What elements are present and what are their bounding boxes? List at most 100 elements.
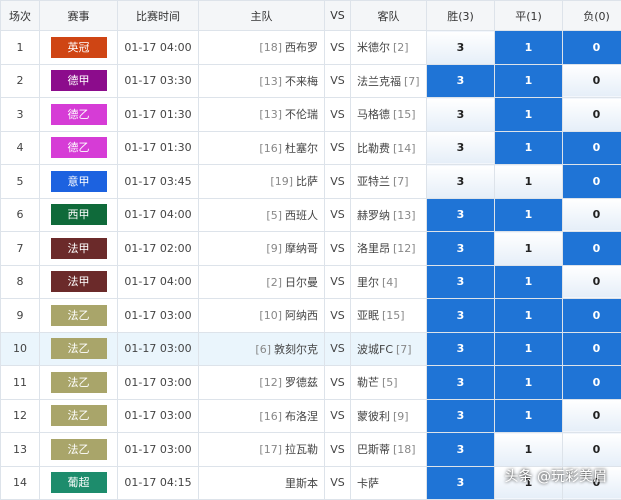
odds-option[interactable]: 1 [494, 63, 563, 98]
league-cell: 英冠 [39, 30, 118, 65]
odds-option[interactable]: 1 [494, 97, 563, 132]
away-name: 马格德 [357, 108, 390, 122]
odds-option[interactable]: 3 [426, 432, 495, 467]
home-team: [13] 不来梅 [198, 63, 325, 98]
league-cell: 法乙 [39, 398, 118, 433]
away-team: 亚特兰 [7] [350, 164, 427, 199]
league-badge: 德乙 [50, 103, 107, 125]
league-badge: 法乙 [50, 405, 107, 427]
odds-option[interactable]: 1 [494, 231, 563, 266]
league-badge: 法乙 [50, 304, 107, 326]
odds-option[interactable]: 0 [562, 63, 621, 98]
away-name: 亚眠 [357, 309, 379, 323]
league-cell: 葡超 [39, 465, 118, 500]
odds-option[interactable]: 3 [426, 465, 495, 500]
odds-option[interactable]: 3 [426, 365, 495, 400]
away-name: 波城FC [357, 342, 394, 356]
odds-option[interactable]: 0 [562, 30, 621, 65]
home-team: [5] 西班人 [198, 197, 325, 232]
column-header: 平(1) [494, 0, 563, 31]
home-team: [10] 阿纳西 [198, 298, 325, 333]
odds-option[interactable]: 0 [562, 398, 621, 433]
odds-option[interactable]: 3 [426, 97, 495, 132]
odds-option[interactable]: 1 [494, 331, 563, 366]
odds-option[interactable]: 1 [494, 398, 563, 433]
away-name: 法兰克福 [357, 74, 401, 88]
odds-option[interactable]: 3 [426, 130, 495, 165]
odds-option[interactable]: 3 [426, 164, 495, 199]
away-rank: [5] [382, 376, 398, 390]
home-rank: [18] [259, 41, 282, 55]
odds-option[interactable]: 1 [494, 365, 563, 400]
column-header: 负(0) [562, 0, 621, 31]
odds-option[interactable]: 1 [494, 298, 563, 333]
away-name: 巴斯蒂 [357, 443, 390, 457]
match-number: 10 [0, 331, 40, 366]
away-name: 勒芒 [357, 376, 379, 390]
away-rank: [15] [393, 108, 416, 122]
odds-option[interactable]: 1 [494, 130, 563, 165]
away-name: 蒙彼利 [357, 409, 390, 423]
match-time: 01-17 03:00 [117, 398, 199, 433]
away-team: 蒙彼利 [9] [350, 398, 427, 433]
odds-option[interactable]: 3 [426, 30, 495, 65]
home-name: 拉瓦勒 [285, 443, 318, 457]
home-rank: [12] [259, 376, 282, 390]
home-team: 里斯本 [198, 465, 325, 500]
column-header: 赛事 [39, 0, 118, 31]
odds-option[interactable]: 1 [494, 197, 563, 232]
odds-option[interactable]: 3 [426, 264, 495, 299]
odds-option[interactable]: 0 [562, 331, 621, 366]
odds-option[interactable]: 0 [562, 432, 621, 467]
vs: VS [324, 231, 351, 266]
odds-option[interactable]: 3 [426, 63, 495, 98]
away-name: 洛里昂 [357, 242, 390, 256]
odds-option[interactable]: 3 [426, 398, 495, 433]
match-row: 1 英冠 01-17 04:00 [18] 西布罗 VS 米德尔 [2] 3 1 0 [0, 30, 621, 65]
odds-option[interactable]: 0 [562, 465, 621, 500]
odds-option[interactable]: 0 [562, 130, 621, 165]
odds-option[interactable]: 0 [562, 264, 621, 299]
odds-option[interactable]: 0 [562, 97, 621, 132]
home-team: [18] 西布罗 [198, 30, 325, 65]
odds-option[interactable]: 0 [562, 298, 621, 333]
vs: VS [324, 264, 351, 299]
league-badge: 英冠 [50, 36, 107, 58]
odds-option[interactable]: 1 [494, 465, 563, 500]
vs: VS [324, 298, 351, 333]
league-badge: 法乙 [50, 338, 107, 360]
match-row: 8 法甲 01-17 04:00 [2] 日尔曼 VS 里尔 [4] 3 1 0 [0, 264, 621, 299]
away-rank: [13] [393, 208, 416, 222]
league-cell: 法乙 [39, 432, 118, 467]
home-name: 日尔曼 [285, 275, 318, 289]
odds-option[interactable]: 0 [562, 231, 621, 266]
vs: VS [324, 331, 351, 366]
home-team: [16] 杜塞尔 [198, 130, 325, 165]
match-row: 14 葡超 01-17 04:15 里斯本 VS 卡萨 3 1 0 [0, 465, 621, 500]
odds-option[interactable]: 3 [426, 298, 495, 333]
odds-option[interactable]: 0 [562, 164, 621, 199]
odds-option[interactable]: 3 [426, 231, 495, 266]
vs: VS [324, 197, 351, 232]
odds-option[interactable]: 0 [562, 365, 621, 400]
odds-option[interactable]: 3 [426, 197, 495, 232]
league-badge: 法乙 [50, 371, 107, 393]
home-rank: [13] [259, 108, 282, 122]
league-cell: 法乙 [39, 331, 118, 366]
away-name: 赫罗纳 [357, 208, 390, 222]
odds-option[interactable]: 1 [494, 432, 563, 467]
league-cell: 德乙 [39, 130, 118, 165]
odds-option[interactable]: 3 [426, 331, 495, 366]
odds-option[interactable]: 1 [494, 264, 563, 299]
match-time: 01-17 04:15 [117, 465, 199, 500]
home-name: 西班人 [285, 208, 318, 222]
odds-option[interactable]: 0 [562, 197, 621, 232]
match-row: 6 西甲 01-17 04:00 [5] 西班人 VS 赫罗纳 [13] 3 1 0 [0, 197, 621, 232]
home-name: 比萨 [296, 175, 318, 189]
odds-option[interactable]: 1 [494, 30, 563, 65]
away-team: 赫罗纳 [13] [350, 197, 427, 232]
away-team: 里尔 [4] [350, 264, 427, 299]
home-name: 罗德兹 [285, 376, 318, 390]
odds-option[interactable]: 1 [494, 164, 563, 199]
